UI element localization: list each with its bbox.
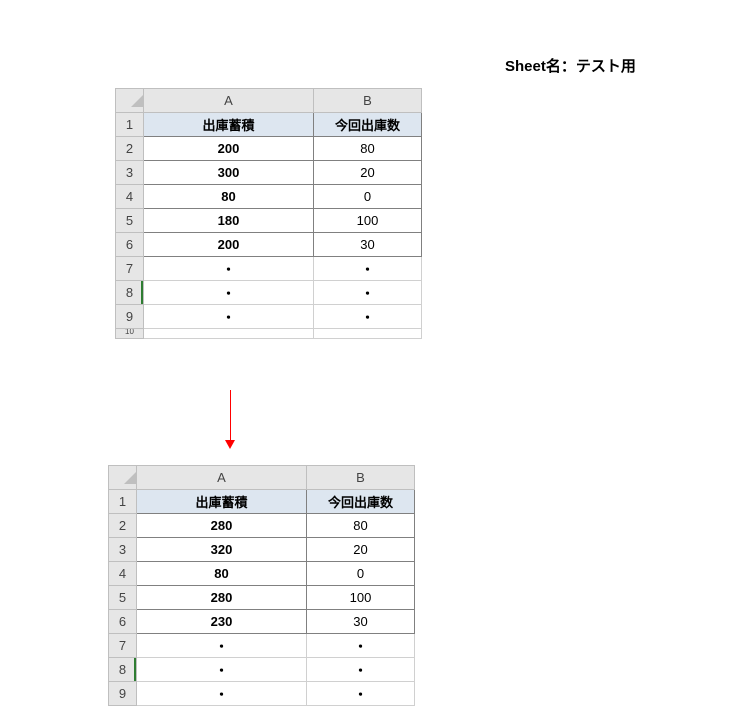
row-header-5[interactable]: 5 xyxy=(109,586,137,610)
row-header-8[interactable]: 8 xyxy=(109,658,137,682)
empty-cell[interactable] xyxy=(144,329,314,339)
cell-b[interactable]: ・ xyxy=(307,634,415,658)
row-header-7[interactable]: 7 xyxy=(116,257,144,281)
cell-b[interactable]: 80 xyxy=(314,137,422,161)
row-header-9[interactable]: 9 xyxy=(109,682,137,706)
cell-a[interactable]: 200 xyxy=(144,137,314,161)
cell-a[interactable]: 80 xyxy=(144,185,314,209)
cell-b[interactable]: 100 xyxy=(307,586,415,610)
cell-a[interactable]: 180 xyxy=(144,209,314,233)
cell-b[interactable]: 20 xyxy=(307,538,415,562)
column-header-B[interactable]: B xyxy=(314,89,422,113)
cell-a[interactable]: 80 xyxy=(137,562,307,586)
spreadsheet-table-0: AB1出庫蓄積今回出庫数2200803300204800518010062003… xyxy=(115,88,422,339)
row-header-4[interactable]: 4 xyxy=(109,562,137,586)
spreadsheet-table-1: AB1出庫蓄積今回出庫数2280803320204800528010062303… xyxy=(108,465,415,706)
cell-b[interactable]: ・ xyxy=(307,658,415,682)
cell-a[interactable]: ・ xyxy=(137,658,307,682)
cell-a[interactable]: ・ xyxy=(137,634,307,658)
cell-b[interactable]: 20 xyxy=(314,161,422,185)
cell-b[interactable]: ・ xyxy=(314,305,422,329)
select-all-corner[interactable] xyxy=(116,89,144,113)
down-arrow-icon xyxy=(225,390,235,449)
row-header-6[interactable]: 6 xyxy=(116,233,144,257)
cell-a[interactable]: ・ xyxy=(137,682,307,706)
cell-b[interactable]: 0 xyxy=(307,562,415,586)
column-header-A[interactable]: A xyxy=(144,89,314,113)
row-header-9[interactable]: 9 xyxy=(116,305,144,329)
cell-b[interactable]: 30 xyxy=(307,610,415,634)
cell-a[interactable]: ・ xyxy=(144,305,314,329)
cell-b[interactable]: 0 xyxy=(314,185,422,209)
row-header-2[interactable]: 2 xyxy=(116,137,144,161)
row-header-7[interactable]: 7 xyxy=(109,634,137,658)
row-header-3[interactable]: 3 xyxy=(109,538,137,562)
header-cell-b[interactable]: 今回出庫数 xyxy=(314,113,422,137)
sheet-name-label: Sheet名：テスト用 xyxy=(505,55,636,76)
cell-b[interactable]: ・ xyxy=(307,682,415,706)
row-header-5[interactable]: 5 xyxy=(116,209,144,233)
cell-a[interactable]: 320 xyxy=(137,538,307,562)
row-header-10[interactable]: 10 xyxy=(116,329,144,339)
row-header-8[interactable]: 8 xyxy=(116,281,144,305)
header-cell-a[interactable]: 出庫蓄積 xyxy=(144,113,314,137)
cell-b[interactable]: ・ xyxy=(314,257,422,281)
cell-b[interactable]: 80 xyxy=(307,514,415,538)
cell-a[interactable]: 230 xyxy=(137,610,307,634)
column-header-B[interactable]: B xyxy=(307,466,415,490)
row-header-1[interactable]: 1 xyxy=(109,490,137,514)
cell-b[interactable]: 30 xyxy=(314,233,422,257)
row-header-6[interactable]: 6 xyxy=(109,610,137,634)
row-header-3[interactable]: 3 xyxy=(116,161,144,185)
cell-a[interactable]: ・ xyxy=(144,257,314,281)
header-cell-a[interactable]: 出庫蓄積 xyxy=(137,490,307,514)
column-header-A[interactable]: A xyxy=(137,466,307,490)
row-header-1[interactable]: 1 xyxy=(116,113,144,137)
select-all-corner[interactable] xyxy=(109,466,137,490)
cell-a[interactable]: 200 xyxy=(144,233,314,257)
empty-cell[interactable] xyxy=(314,329,422,339)
cell-a[interactable]: 300 xyxy=(144,161,314,185)
row-header-4[interactable]: 4 xyxy=(116,185,144,209)
cell-b[interactable]: 100 xyxy=(314,209,422,233)
row-header-2[interactable]: 2 xyxy=(109,514,137,538)
cell-a[interactable]: 280 xyxy=(137,514,307,538)
cell-b[interactable]: ・ xyxy=(314,281,422,305)
cell-a[interactable]: ・ xyxy=(144,281,314,305)
header-cell-b[interactable]: 今回出庫数 xyxy=(307,490,415,514)
cell-a[interactable]: 280 xyxy=(137,586,307,610)
